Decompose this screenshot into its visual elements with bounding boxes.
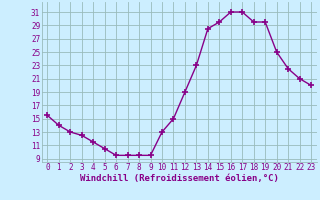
X-axis label: Windchill (Refroidissement éolien,°C): Windchill (Refroidissement éolien,°C) [80, 174, 279, 183]
